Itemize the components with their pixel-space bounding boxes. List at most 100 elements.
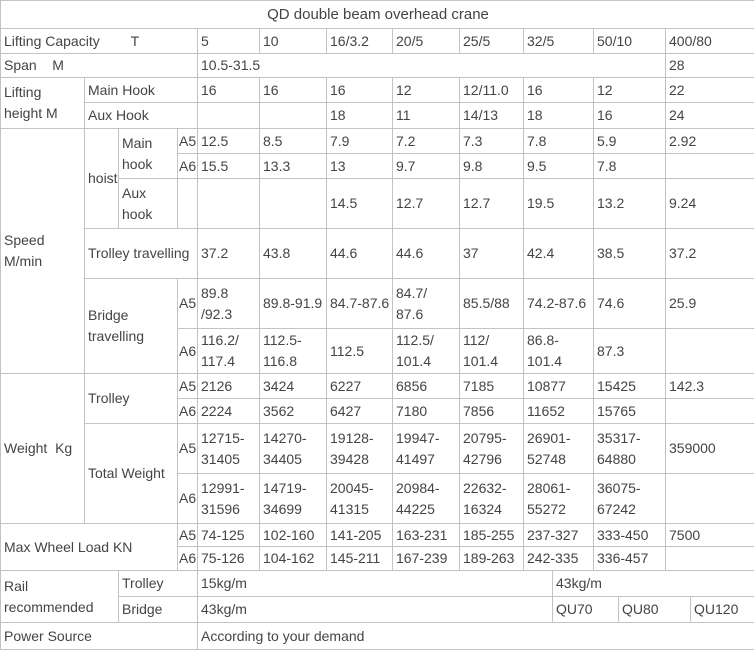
value-cell: 16 xyxy=(326,77,393,103)
a6-label: A6 xyxy=(177,473,198,524)
value-cell: 145-211 xyxy=(326,546,393,571)
value-cell: 9.8 xyxy=(459,153,524,179)
a5-label: A5 xyxy=(177,523,198,547)
value-cell: 167-239 xyxy=(392,546,460,571)
value-cell: 74.6 xyxy=(593,278,666,329)
value-cell: 116.2/ 117.4 xyxy=(197,328,260,374)
a5-label: A5 xyxy=(177,278,198,329)
value-cell: 43.8 xyxy=(259,228,327,279)
value-cell: 12715- 31405 xyxy=(197,423,260,474)
value-cell: 12.7 xyxy=(459,178,524,229)
value-cell: 28061- 55272 xyxy=(523,473,594,524)
rail-trolley-left-value: 15kg/m xyxy=(197,570,553,597)
capacity-value: 10 xyxy=(259,28,327,54)
value-cell: 24 xyxy=(665,102,754,129)
value-cell: 112.5- 116.8 xyxy=(259,328,327,374)
rail-bridge-label: Bridge xyxy=(118,596,198,623)
value-cell: 35317- 64880 xyxy=(593,423,666,474)
a5-label: A5 xyxy=(177,128,198,154)
lifting-height-label: Lifting height M xyxy=(0,77,85,129)
value-cell: 20795- 42796 xyxy=(459,423,524,474)
value-cell: 242-335 xyxy=(523,546,594,571)
rail-bridge-left-value: 43kg/m xyxy=(197,596,553,623)
main-spec-table: QD double beam overhead crane Lifting Ca… xyxy=(0,0,754,571)
value-cell: 7.8 xyxy=(523,128,594,154)
value-cell: 18 xyxy=(523,102,594,129)
hoist-aux-hook-label: Aux hook xyxy=(118,178,178,229)
value-cell: 44.6 xyxy=(392,228,460,279)
value-cell: 12991- 31596 xyxy=(197,473,260,524)
rail-trolley-right-value: 43kg/m xyxy=(551,570,754,597)
value-cell: 185-255 xyxy=(459,523,524,547)
a6-label: A6 xyxy=(177,546,198,571)
value-cell: 89.8-91.9 xyxy=(259,278,327,329)
capacity-value: 32/5 xyxy=(523,28,594,54)
power-source-value: According to your demand xyxy=(196,622,754,650)
value-cell: 141-205 xyxy=(326,523,393,547)
value-cell: 13 xyxy=(326,153,393,179)
capacity-value: 5 xyxy=(197,28,260,54)
value-cell xyxy=(665,153,754,179)
rail-qu-value: QU70 xyxy=(552,596,619,623)
capacity-value: 50/10 xyxy=(593,28,666,54)
value-cell: 359000 xyxy=(665,423,754,474)
value-cell: 85.5/88 xyxy=(459,278,524,329)
value-cell: 20045- 41315 xyxy=(326,473,393,524)
value-cell: 6427 xyxy=(326,398,393,424)
value-cell: 12.7 xyxy=(392,178,460,229)
value-cell: 75-126 xyxy=(197,546,260,571)
value-cell: 189-263 xyxy=(459,546,524,571)
value-cell: 16 xyxy=(259,77,327,103)
table-title: QD double beam overhead crane xyxy=(0,0,754,29)
value-cell: 7500 xyxy=(665,523,754,547)
value-cell: 10877 xyxy=(523,373,594,399)
value-cell: 37.2 xyxy=(665,228,754,279)
value-cell xyxy=(197,102,260,129)
value-cell: 14/13 xyxy=(459,102,524,129)
value-cell: 11 xyxy=(392,102,460,129)
value-cell: 19128- 39428 xyxy=(326,423,393,474)
value-cell: 12 xyxy=(392,77,460,103)
value-cell: 333-450 xyxy=(593,523,666,547)
value-cell: 22 xyxy=(665,77,754,103)
value-cell: 36075- 67242 xyxy=(593,473,666,524)
a6-label: A6 xyxy=(177,328,198,374)
value-cell: 37.2 xyxy=(197,228,260,279)
span-range-value: 10.5-31.5 xyxy=(197,53,666,78)
value-cell: 2224 xyxy=(197,398,260,424)
lifting-capacity-label: Lifting Capacity T xyxy=(0,28,198,54)
value-cell: 89.8 /92.3 xyxy=(197,278,260,329)
a5-label: A5 xyxy=(177,373,198,399)
value-cell: 13.2 xyxy=(593,178,666,229)
value-cell: 87.3 xyxy=(593,328,666,374)
value-cell: 15765 xyxy=(593,398,666,424)
value-cell: 12/11.0 xyxy=(459,77,524,103)
empty-cell xyxy=(177,178,198,229)
value-cell xyxy=(665,473,754,524)
rail-qu-value: QU120 xyxy=(689,596,754,623)
a5-label: A5 xyxy=(177,423,198,474)
value-cell: 14.5 xyxy=(326,178,393,229)
a6-label: A6 xyxy=(177,153,198,179)
value-cell: 74.2-87.6 xyxy=(523,278,594,329)
rail-recommended-label: Rail recommended xyxy=(0,570,119,623)
aux-hook-label: Aux Hook xyxy=(84,102,198,129)
value-cell: 112.5 xyxy=(326,328,393,374)
main-hook-label: Main Hook xyxy=(84,77,198,103)
value-cell: 9.24 xyxy=(665,178,754,229)
value-cell: 13.3 xyxy=(259,153,327,179)
value-cell: 2126 xyxy=(197,373,260,399)
value-cell: 7.2 xyxy=(392,128,460,154)
weight-trolley-label: Trolley xyxy=(84,373,178,424)
a6-label: A6 xyxy=(177,398,198,424)
bridge-travelling-label: Bridge travelling xyxy=(84,278,178,374)
value-cell: 9.5 xyxy=(523,153,594,179)
value-cell: 104-162 xyxy=(259,546,327,571)
value-cell: 16 xyxy=(523,77,594,103)
speed-label: Speed M/min xyxy=(0,128,85,374)
capacity-value: 25/5 xyxy=(459,28,524,54)
value-cell: 3562 xyxy=(259,398,327,424)
value-cell xyxy=(259,102,327,129)
total-weight-label: Total Weight xyxy=(84,423,178,524)
